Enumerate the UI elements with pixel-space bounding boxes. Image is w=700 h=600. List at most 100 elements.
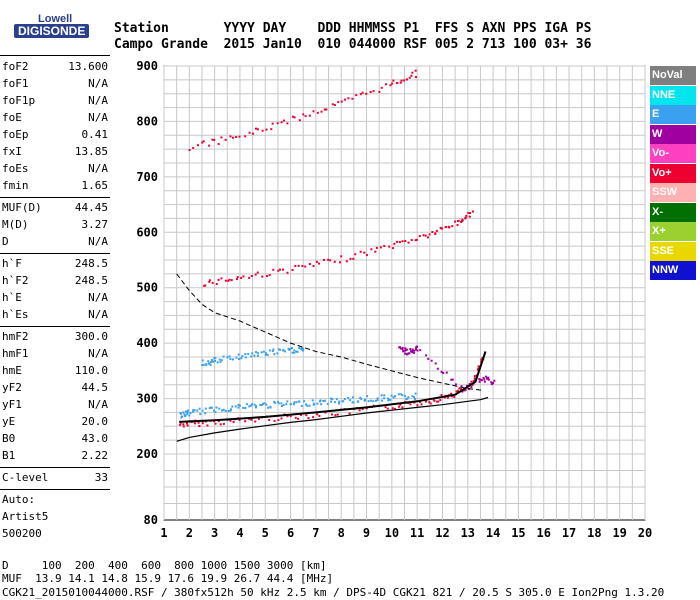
echo-point-Vo+ — [451, 225, 454, 228]
echo-point-Vo+ — [235, 278, 238, 281]
echo-point-E — [245, 403, 248, 406]
echo-point-Vo+ — [242, 275, 245, 278]
auto-scaling-text: Artist5 — [2, 510, 49, 523]
param-label: yF1 — [2, 398, 22, 411]
echo-point-Vo+ — [217, 420, 220, 423]
echo-point-Vo+ — [465, 214, 468, 217]
echo-point-Vo+ — [389, 84, 392, 87]
echo-point-Vo+ — [308, 263, 311, 266]
x-tick-label: 18 — [587, 526, 601, 540]
echo-point-Vo+ — [220, 136, 223, 139]
echo-point-E — [316, 402, 319, 405]
echo-point-Vo+ — [270, 128, 273, 131]
echo-point-W — [416, 345, 419, 348]
param-label: yE — [2, 415, 16, 428]
param-value: 43.0 — [81, 432, 109, 445]
echo-point-Vo+ — [202, 140, 205, 143]
echo-point-Vo+ — [333, 104, 336, 107]
auto-scaling-text: Auto: — [2, 493, 36, 506]
echo-point-W — [399, 347, 402, 350]
echo-point-Vo+ — [336, 413, 339, 416]
echo-point-Vo+ — [460, 388, 463, 391]
param-value: 248.5 — [74, 257, 108, 270]
echo-point-E — [184, 414, 187, 417]
echo-point-Vo+ — [370, 248, 373, 251]
echo-point-Vo+ — [208, 279, 211, 282]
echo-point-Vo+ — [231, 136, 234, 139]
echo-point-Vo+ — [238, 419, 241, 422]
echo-point-W — [425, 354, 428, 357]
echo-point-Vo+ — [265, 128, 268, 131]
echo-point-E — [404, 395, 407, 398]
y-tick-label: 800 — [136, 114, 158, 128]
echo-point-Vo+ — [204, 284, 207, 287]
echo-point-Vo+ — [217, 278, 220, 281]
echo-point-Vo+ — [254, 420, 257, 423]
echo-point-W — [404, 347, 407, 350]
echo-point-E — [220, 359, 223, 362]
echo-point-W — [399, 346, 402, 349]
echo-point-E — [302, 347, 305, 350]
echo-point-Vo+ — [278, 268, 281, 271]
echo-point-Vo+ — [468, 215, 471, 218]
echo-point-Vo+ — [428, 401, 431, 404]
echo-point-E — [389, 398, 392, 401]
profile-dashed-line — [176, 273, 484, 391]
echo-point-Vo+ — [361, 408, 364, 411]
echo-point-E — [228, 355, 231, 358]
echo-point-Vo+ — [230, 279, 233, 282]
param-row: C-level 33 — [2, 469, 108, 486]
echo-point-W — [436, 367, 439, 370]
echo-point-Vo+ — [229, 419, 232, 422]
echo-point-E — [367, 400, 370, 403]
echo-point-Vo+ — [261, 275, 264, 278]
echo-point-E — [284, 350, 287, 353]
legend-item: SSE — [650, 241, 696, 261]
echo-point-Vo+ — [333, 260, 336, 263]
echo-point-E — [295, 401, 298, 404]
echo-point-E — [387, 399, 390, 402]
param-row: h`F 248.5 — [2, 255, 108, 272]
echo-point-Vo+ — [330, 413, 333, 416]
echo-point-Vo+ — [363, 251, 366, 254]
echo-point-Vo+ — [464, 216, 467, 219]
echo-point-Vo+ — [380, 86, 383, 89]
echo-point-E — [347, 397, 350, 400]
echo-point-Vo+ — [316, 413, 319, 416]
echo-point-E — [212, 360, 215, 363]
echo-point-E — [338, 402, 341, 405]
echo-point-W — [450, 378, 453, 381]
echo-point-E — [231, 405, 234, 408]
echo-point-Vo+ — [358, 409, 361, 412]
param-row: h`F2 248.5 — [2, 272, 108, 289]
param-row: hmE 110.0 — [2, 362, 108, 379]
echo-point-E — [257, 354, 260, 357]
echo-point-Vo+ — [250, 418, 253, 421]
echo-point-Vo+ — [436, 400, 439, 403]
echo-point-Vo+ — [473, 375, 476, 378]
echo-point-Vo+ — [464, 388, 467, 391]
echo-point-E — [262, 402, 265, 405]
echo-point-E — [235, 356, 238, 359]
echo-point-E — [292, 403, 295, 406]
echo-point-E — [320, 403, 323, 406]
separator — [0, 197, 110, 198]
echo-point-Vo+ — [228, 278, 231, 281]
echo-point-W — [482, 376, 485, 379]
echo-point-E — [300, 347, 303, 350]
echo-point-Vo+ — [398, 241, 401, 244]
echo-point-Vo+ — [194, 422, 197, 425]
param-row: foF1 N/A — [2, 75, 108, 92]
echo-point-E — [390, 394, 393, 397]
echo-point-E — [383, 394, 386, 397]
param-label: C-level — [2, 471, 49, 484]
auto-scaling-text: 500200 — [2, 527, 42, 540]
echo-point-Vo+ — [283, 119, 286, 122]
echo-point-Vo+ — [220, 277, 223, 280]
param-value: 44.5 — [81, 381, 109, 394]
echo-point-W — [416, 349, 419, 352]
echo-point-Vo+ — [208, 280, 211, 283]
echo-point-E — [393, 395, 396, 398]
y-tick-label: 900 — [136, 59, 158, 73]
echo-point-E — [376, 397, 379, 400]
